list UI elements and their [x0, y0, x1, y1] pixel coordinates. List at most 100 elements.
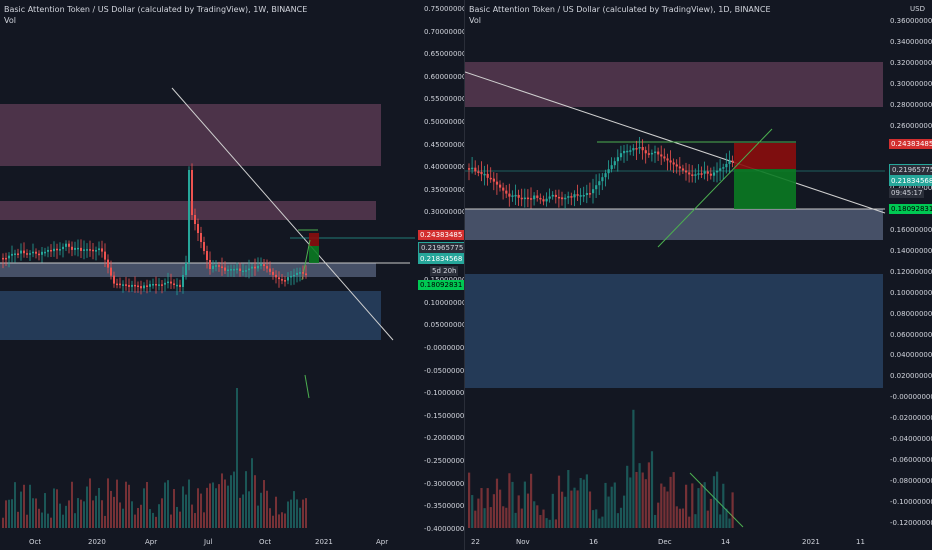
daily-volume-bar	[613, 482, 616, 528]
weekly-volume-bar	[149, 509, 151, 528]
daily-volume-bar	[678, 508, 681, 528]
daily-candle-body	[666, 158, 669, 161]
weekly-volume-bar	[95, 495, 97, 528]
daily-volume-bar	[709, 498, 712, 528]
daily-stop-box	[734, 169, 796, 209]
daily-chart-canvas[interactable]	[465, 0, 932, 550]
daily-volume-bar	[477, 498, 480, 528]
daily-candle-body	[703, 171, 706, 174]
weekly-y-tick: -0.00000000	[424, 344, 464, 352]
daily-candle-body	[716, 170, 719, 173]
weekly-candle-body	[176, 284, 178, 287]
daily-green-volume-trend	[689, 472, 744, 528]
weekly-volume-bar	[26, 514, 28, 528]
weekly-candle-body	[257, 265, 259, 269]
daily-volume-bar	[573, 487, 576, 528]
weekly-volume-bar	[278, 514, 280, 528]
daily-candle-body	[654, 151, 657, 154]
daily-volume-bar	[607, 496, 610, 528]
weekly-chart-canvas[interactable]	[0, 0, 464, 550]
daily-chart-panel[interactable]: Basic Attention Token / US Dollar (calcu…	[465, 0, 932, 550]
weekly-volume-bar	[29, 484, 31, 528]
daily-volume-bar	[650, 451, 654, 528]
daily-volume-label: Vol	[469, 16, 481, 25]
weekly-candle-body	[203, 242, 205, 251]
daily-y-tick: 0.36000000	[890, 17, 932, 25]
daily-tag-red: 0.24383485	[889, 139, 932, 149]
weekly-candle-body	[218, 265, 220, 267]
daily-volume-bar	[598, 518, 601, 528]
panel-divider[interactable]	[464, 0, 465, 550]
daily-candle-body	[604, 173, 607, 178]
daily-candle-body	[660, 154, 663, 157]
daily-candle-body	[495, 181, 499, 185]
daily-volume-bar	[666, 491, 669, 528]
daily-candle-body	[635, 148, 638, 150]
weekly-candle-body	[86, 249, 88, 251]
weekly-volume-bar	[41, 512, 43, 528]
daily-volume-bar	[536, 505, 539, 528]
daily-candle-body	[486, 173, 489, 178]
daily-volume-bar	[700, 484, 703, 528]
weekly-candle-body	[275, 274, 277, 278]
daily-volume-bar	[545, 518, 548, 528]
daily-volume-bar	[675, 506, 678, 528]
daily-candle-body	[505, 190, 508, 194]
daily-resistance-zone	[465, 62, 883, 107]
daily-candle-body	[523, 197, 526, 200]
daily-candle-body	[489, 177, 492, 180]
weekly-candle-body	[89, 249, 91, 251]
weekly-volume-bar	[8, 499, 10, 528]
daily-candle-body	[601, 177, 604, 182]
weekly-candle-body	[170, 281, 172, 284]
daily-candle-body	[678, 166, 681, 169]
weekly-chart-panel[interactable]: Basic Attention Token / US Dollar (calcu…	[0, 0, 464, 550]
weekly-y-tick: 0.35000000	[424, 185, 464, 194]
weekly-candle-body	[167, 281, 169, 284]
daily-volume-bar	[520, 508, 523, 528]
weekly-volume-bar	[128, 484, 130, 528]
weekly-volume-bar	[236, 387, 238, 528]
weekly-candle-body	[71, 246, 73, 250]
weekly-y-tick: -0.15000000	[424, 411, 464, 420]
daily-volume-bar	[703, 482, 706, 528]
weekly-volume-bar	[260, 492, 262, 528]
weekly-y-tick: 0.50000000	[424, 118, 464, 126]
weekly-y-tick: 0.70000000	[424, 27, 464, 36]
daily-volume-bar	[681, 508, 685, 528]
daily-volume-bar	[492, 494, 495, 528]
weekly-tag-green: 0.18092831	[418, 280, 464, 290]
weekly-volume-bar	[203, 512, 205, 528]
weekly-chart-title: Basic Attention Token / US Dollar (calcu…	[4, 5, 308, 14]
daily-candle-body	[483, 173, 486, 176]
daily-volume-bar	[557, 475, 561, 528]
daily-candle-body	[520, 197, 523, 200]
daily-volume-bar	[632, 409, 635, 528]
weekly-candle-body	[182, 274, 184, 287]
weekly-tag-teal1: 0.21965775	[418, 242, 464, 254]
daily-candle-body	[675, 164, 678, 167]
daily-candle-body	[551, 194, 554, 197]
daily-candle-body	[592, 189, 595, 194]
daily-candle-body	[681, 168, 685, 171]
weekly-volume-bar	[170, 514, 172, 528]
weekly-candle-body	[260, 264, 262, 266]
weekly-volume-bar	[80, 499, 82, 528]
weekly-support-zone	[0, 263, 376, 277]
daily-candle-body	[539, 197, 542, 200]
daily-support-zone	[465, 209, 883, 240]
weekly-candle-body	[77, 247, 79, 250]
weekly-tag-teal2: 0.21834568	[418, 254, 464, 264]
weekly-volume-bar	[173, 489, 175, 528]
daily-candle-body	[719, 168, 722, 171]
daily-candle-body	[722, 167, 725, 169]
daily-volume-bar	[654, 514, 657, 528]
daily-volume-bar	[551, 493, 554, 528]
weekly-candle-body	[155, 284, 157, 286]
daily-candle-body	[685, 170, 688, 173]
weekly-candle-body	[197, 224, 199, 233]
weekly-volume-bar	[98, 487, 100, 528]
daily-y-tick: 0.02000000	[890, 372, 932, 381]
daily-volume-bar	[483, 508, 486, 528]
